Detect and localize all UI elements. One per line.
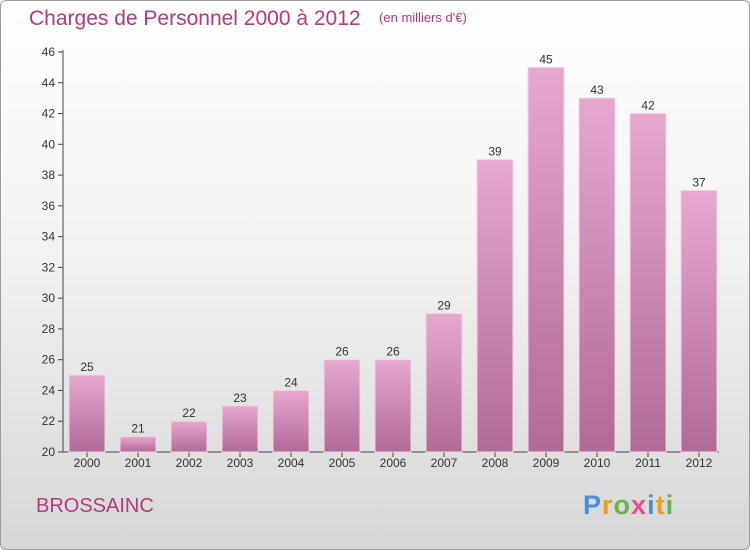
y-tick-label: 36 — [42, 199, 56, 213]
logo-letter: i — [647, 490, 656, 520]
bar — [578, 97, 616, 453]
bar — [323, 359, 361, 453]
bar — [629, 113, 667, 453]
chart-title: Charges de Personnel 2000 à 2012 — [29, 7, 361, 30]
logo-letter: P — [583, 490, 603, 520]
x-tick-label: 2001 — [125, 456, 152, 470]
x-tick-label: 2003 — [227, 456, 254, 470]
x-tick-label: 2011 — [635, 456, 661, 470]
y-tick-label: 46 — [42, 45, 56, 59]
data-label: 26 — [335, 345, 349, 359]
data-label: 22 — [182, 406, 196, 420]
proxiti-logo[interactable]: Proxiti — [583, 490, 674, 521]
x-tick-label: 2006 — [380, 456, 407, 470]
x-tick-label: 2004 — [278, 456, 305, 470]
data-label: 42 — [641, 99, 655, 113]
data-label: 21 — [131, 422, 145, 436]
data-label: 37 — [692, 175, 706, 189]
bar — [374, 359, 412, 453]
bar — [221, 405, 259, 453]
x-tick-label: 2009 — [533, 456, 560, 470]
data-labels: 25 21 22 23 24 26 26 29 39 45 43 42 37 — [80, 52, 706, 435]
x-tick-label: 2005 — [329, 456, 356, 470]
chart-subtitle: (en milliers d'€) — [379, 10, 467, 25]
logo-letter: i — [665, 490, 675, 520]
data-label: 25 — [80, 360, 94, 374]
y-tick-label: 24 — [42, 383, 56, 397]
bar — [680, 189, 718, 453]
y-tick-label: 44 — [42, 76, 56, 90]
y-tick-label: 20 — [42, 445, 56, 459]
x-tick-label: 2008 — [482, 456, 509, 470]
bar — [68, 374, 106, 453]
bar — [119, 436, 157, 453]
y-tick-label: 40 — [42, 137, 56, 151]
bar — [425, 313, 463, 453]
bars — [68, 66, 718, 453]
y-tick-label: 34 — [42, 230, 56, 244]
bar — [527, 66, 565, 453]
data-label: 24 — [284, 375, 298, 389]
x-tick-label: 2010 — [584, 456, 611, 470]
y-tick-label: 32 — [42, 260, 56, 274]
logo-letter: o — [613, 490, 632, 520]
x-tick-label: 2002 — [176, 456, 203, 470]
logo-letter: r — [602, 490, 614, 520]
data-label: 29 — [437, 299, 451, 313]
x-tick-label: 2012 — [686, 456, 713, 470]
bar — [476, 159, 514, 453]
bar — [272, 389, 310, 453]
data-label: 43 — [590, 83, 604, 97]
logo-letter: t — [655, 490, 666, 520]
title-row: Charges de Personnel 2000 à 2012 (en mil… — [29, 7, 467, 31]
data-label: 39 — [488, 145, 502, 159]
x-tick-label: 2007 — [431, 456, 458, 470]
y-tick-label: 42 — [42, 107, 56, 121]
logo-letter: x — [631, 490, 648, 520]
x-tick-label: 2000 — [74, 456, 101, 470]
y-tick-label: 30 — [42, 291, 56, 305]
data-label: 26 — [386, 345, 400, 359]
y-tick-label: 28 — [42, 322, 56, 336]
commune-name: BROSSAINC — [36, 495, 154, 517]
data-label: 23 — [233, 391, 247, 405]
data-label: 45 — [539, 52, 553, 66]
y-tick-label: 38 — [42, 168, 56, 182]
y-tick-label: 22 — [42, 414, 56, 428]
y-tick-label: 26 — [42, 353, 56, 367]
bar — [170, 420, 208, 453]
